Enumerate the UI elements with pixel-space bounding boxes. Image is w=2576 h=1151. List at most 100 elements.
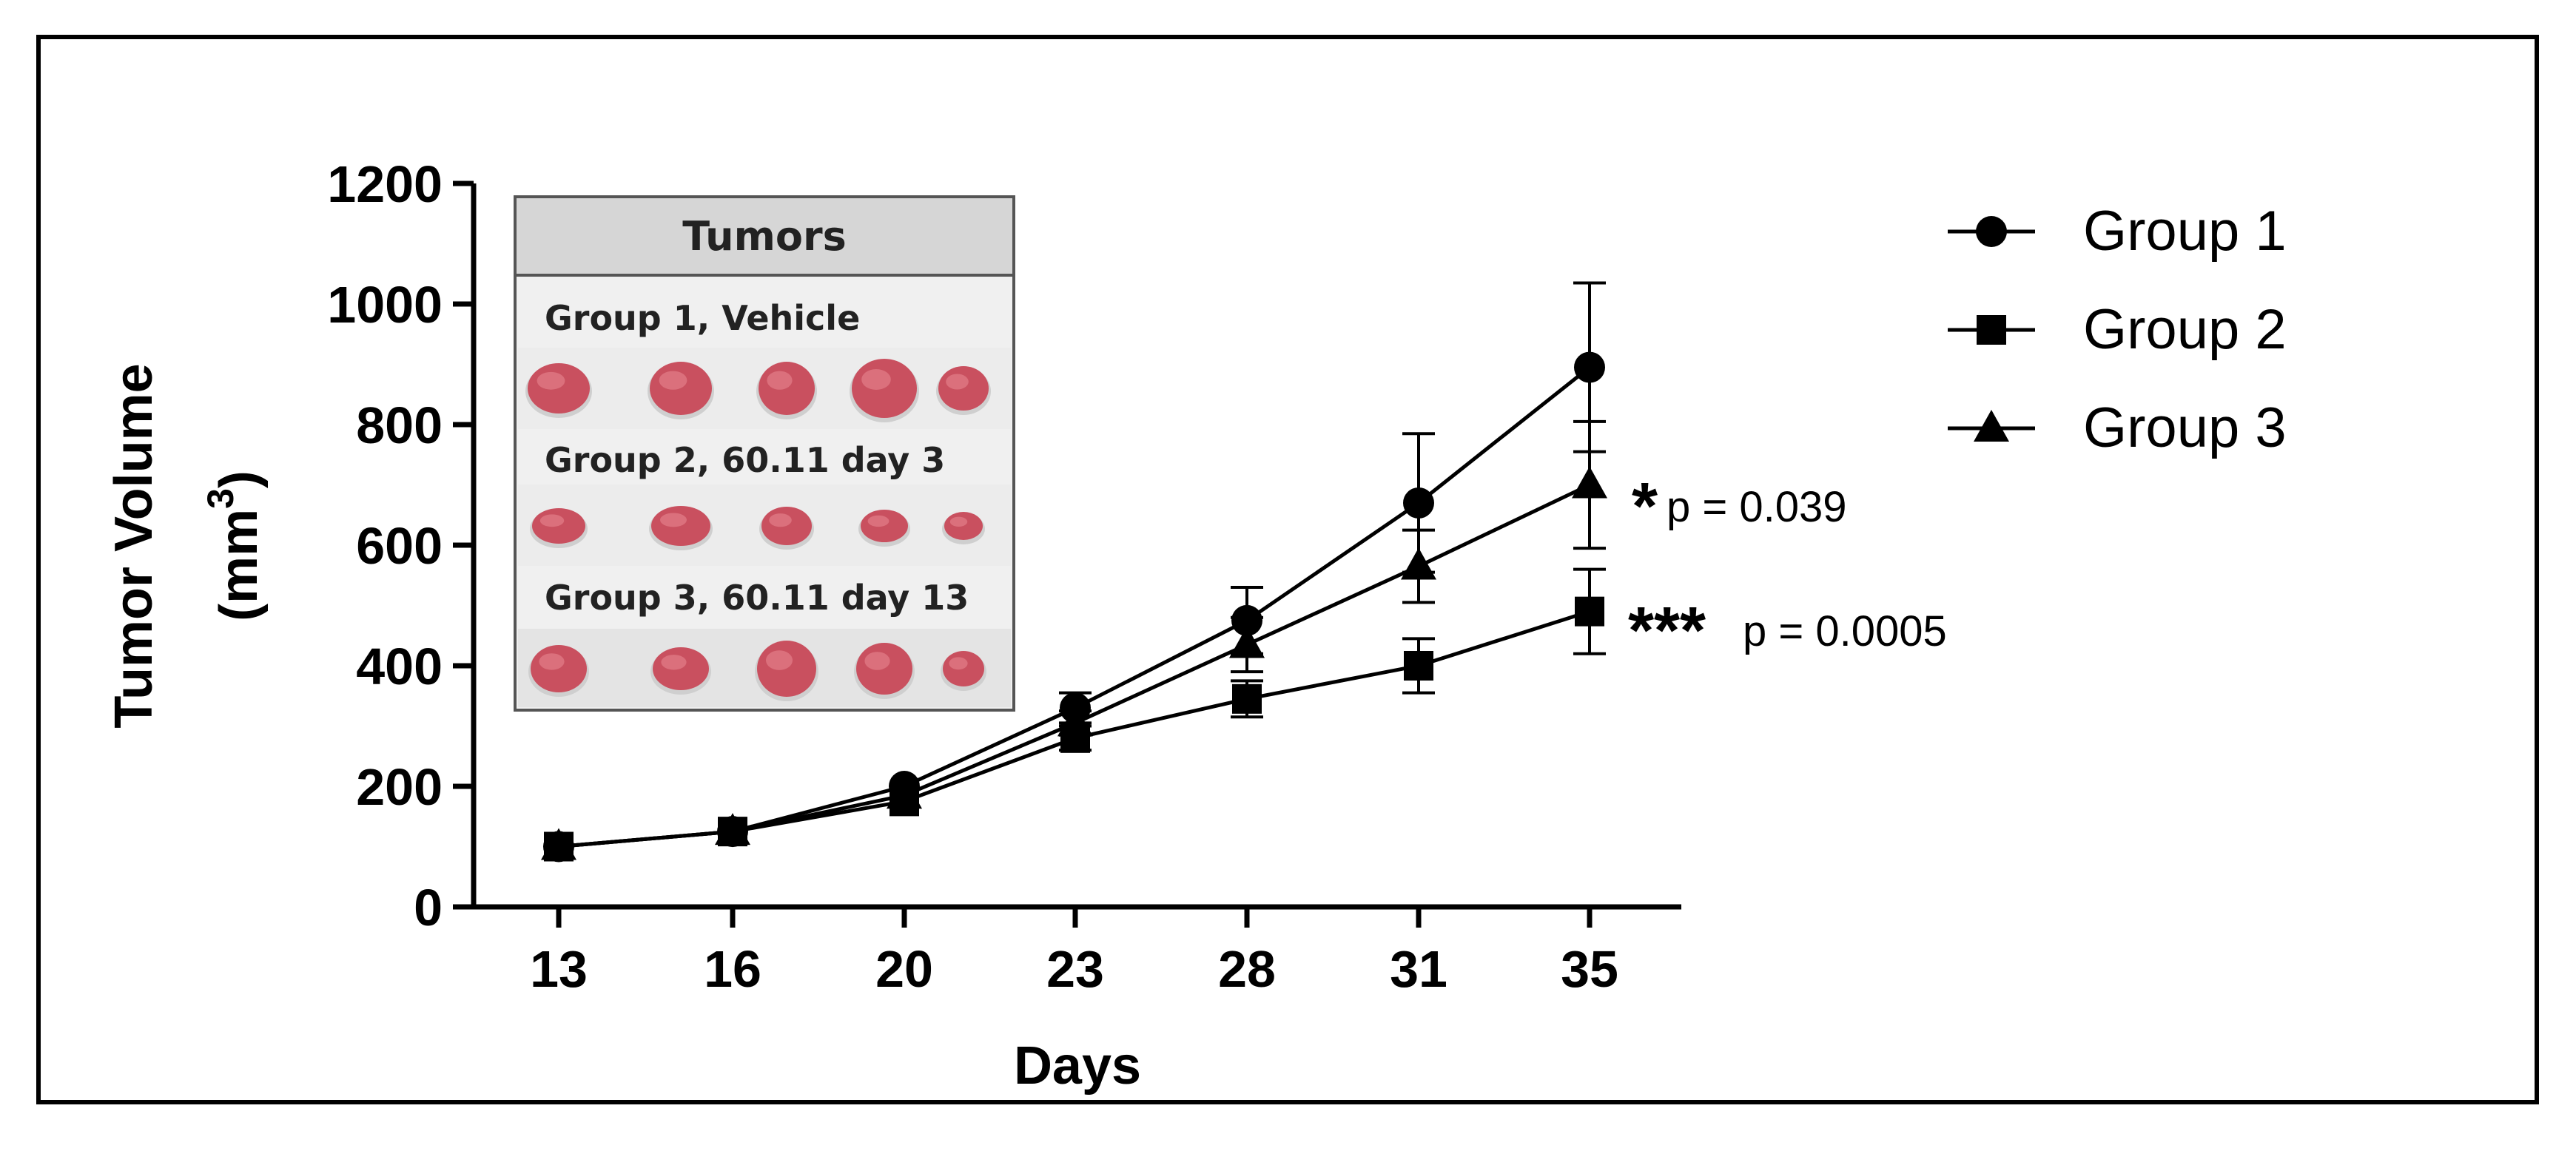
tumor-body (651, 506, 710, 546)
x-tick-label-28: 28 (1218, 940, 1276, 998)
tumor-image-row2-2 (649, 506, 713, 550)
tumor-photo-inset: Tumors Group 1, Vehicle Group 2, 60.11 d… (514, 195, 1015, 712)
marker-group2-day35 (1575, 596, 1604, 627)
y-tick-label-1000: 1000 (327, 276, 443, 334)
tumor-highlight (537, 371, 565, 390)
tumor-highlight (864, 652, 890, 670)
marker-group1-day28 (1231, 604, 1262, 636)
tumor-highlight (660, 513, 687, 527)
tumor-body (852, 359, 917, 418)
tumor-highlight (861, 369, 891, 390)
legend-marker-group1 (1976, 216, 2007, 247)
tumor-highlight (867, 515, 890, 527)
tumor-body (944, 512, 983, 540)
y-axis-label-line1: Tumor Volume (104, 363, 164, 728)
marker-group2-day28 (1232, 683, 1262, 714)
inset-row-label-3: Group 3, 60.11 day 13 (545, 578, 969, 618)
tumor-body (531, 645, 587, 692)
y-axis-label-close: ) (209, 470, 269, 488)
tumor-highlight (661, 655, 687, 670)
legend-label-group3: Group 3 (2083, 396, 2287, 459)
legend-marker-group2 (1977, 315, 2006, 345)
y-tick-label-200: 200 (356, 758, 443, 816)
inset-row-label-1: Group 1, Vehicle (545, 298, 860, 338)
inset-row-label-2: Group 2, 60.11 day 3 (545, 440, 945, 480)
tumor-highlight (766, 650, 793, 670)
marker-group2-day31 (1404, 651, 1433, 681)
tumor-body (759, 362, 815, 415)
tumor-body (528, 363, 590, 414)
x-tick-label-35: 35 (1561, 940, 1618, 998)
y-tick-label-600: 600 (356, 517, 443, 575)
tumor-body (532, 508, 585, 544)
tumor-body (761, 507, 812, 545)
tumor-body (861, 510, 908, 542)
annotation-stars-group3: * (1632, 470, 1658, 544)
y-axis-label-line2: (mm3) (200, 470, 269, 621)
marker-group2-day20 (890, 786, 919, 817)
tumor-highlight (769, 513, 792, 527)
tumor-highlight (949, 516, 968, 527)
legend-label-group1: Group 1 (2083, 200, 2287, 263)
y-ticks: 0 200 400 600 800 1000 1200 (327, 155, 474, 936)
y-tick-label-0: 0 (414, 879, 443, 936)
marker-group2-day13 (544, 831, 574, 862)
tumor-image-row1-2 (648, 362, 714, 419)
annotation-group2: *** p = 0.0005 (1628, 594, 1947, 668)
inset-header: Tumors (682, 213, 846, 260)
tumor-body (757, 641, 816, 697)
legend: Group 1 Group 2 Group 3 (1948, 200, 2287, 459)
tumor-highlight (949, 657, 968, 670)
y-tick-label-400: 400 (356, 638, 443, 695)
tumor-image-row2-5 (942, 512, 985, 544)
tumor-image-row1-5 (936, 366, 991, 415)
x-axis-label: Days (1014, 1036, 1141, 1096)
x-tick-label-23: 23 (1046, 940, 1104, 998)
tumor-images (525, 359, 991, 701)
tumor-image-row1-4 (850, 359, 919, 422)
tumor-body (943, 651, 984, 686)
tumor-image-row3-3 (755, 641, 818, 701)
figure-frame (36, 35, 2539, 1104)
marker-group2-day16 (718, 817, 747, 847)
tumor-body (856, 643, 912, 695)
inset-body (514, 195, 1015, 712)
marker-group2-day23 (1060, 723, 1090, 753)
y-tick-label-800: 800 (356, 396, 443, 454)
annotation-group3: * p = 0.039 (1632, 470, 1847, 544)
tumor-image-row2-4 (858, 510, 910, 547)
tumor-body (938, 366, 989, 411)
tumor-highlight (539, 653, 565, 670)
tumor-highlight (767, 371, 793, 390)
legend-marker-group3 (1974, 410, 2009, 442)
y-axis-label: Tumor Volume (mm3) (104, 363, 269, 728)
marker-group1-day31 (1403, 487, 1434, 519)
tumor-image-row2-1 (530, 508, 588, 548)
tumor-image-row3-2 (650, 647, 711, 695)
tumor-image-row3-5 (941, 651, 986, 691)
annotation-pvalue-group3: p = 0.039 (1667, 483, 1847, 531)
series-markers (541, 351, 1607, 863)
inset-header-bg (514, 195, 1015, 277)
tumor-body (653, 647, 709, 690)
tumor-image-row3-1 (528, 645, 589, 697)
x-tick-label-13: 13 (530, 940, 588, 998)
legend-label-group2: Group 2 (2083, 298, 2287, 361)
tumor-image-row1-3 (756, 362, 817, 419)
y-axis-label-unit: (mm (209, 509, 269, 621)
annotation-pvalue-group2: p = 0.0005 (1743, 607, 1947, 655)
marker-group3-day31 (1401, 547, 1436, 580)
tumor-highlight (659, 371, 687, 390)
annotation-stars-group2: *** (1628, 594, 1706, 668)
tumor-highlight (539, 514, 565, 527)
marker-group1-day35 (1574, 351, 1605, 383)
tumor-image-row1-1 (525, 363, 592, 418)
x-tick-label-16: 16 (704, 940, 761, 998)
tumor-image-row3-4 (854, 643, 915, 699)
x-tick-label-20: 20 (875, 940, 933, 998)
tumor-body (650, 362, 712, 415)
marker-group3-day28 (1229, 626, 1265, 658)
tumor-highlight (946, 374, 969, 390)
tumor-image-row2-3 (759, 507, 814, 550)
